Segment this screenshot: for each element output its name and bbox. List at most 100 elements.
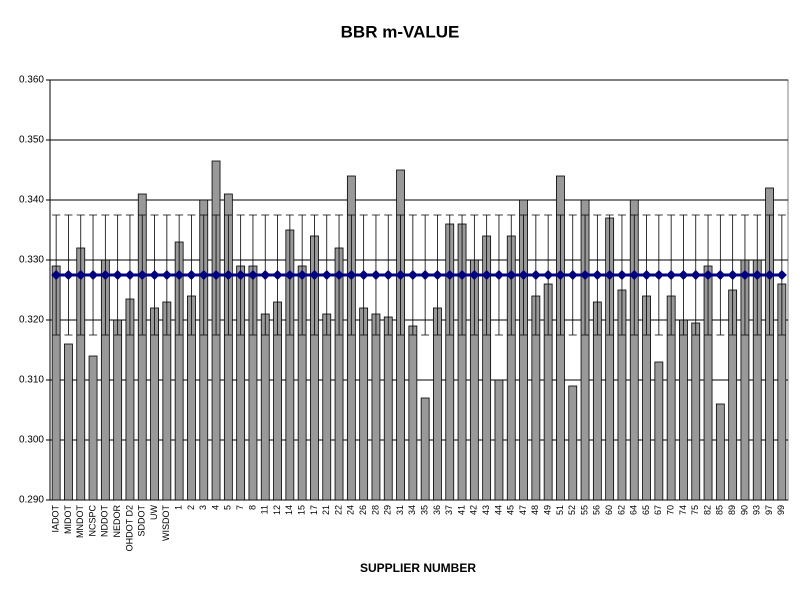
marker (580, 270, 591, 280)
bar (322, 313, 332, 501)
x-tick-label: UW (149, 505, 159, 520)
x-tick-label: 34 (407, 505, 417, 515)
bar (629, 199, 639, 501)
x-tick-label: 29 (383, 505, 393, 515)
x-tick-label: IADOT (51, 505, 61, 533)
x-axis-label: SUPPLIER NUMBER (360, 561, 476, 575)
bar (679, 319, 688, 501)
marker (370, 270, 381, 280)
marker (555, 270, 566, 280)
x-tick-label: 75 (690, 505, 700, 515)
bar (765, 187, 774, 501)
marker (764, 270, 775, 280)
bar (433, 307, 442, 501)
x-tick-label: 67 (653, 505, 663, 515)
bar (359, 307, 369, 501)
x-tick-label: 3 (198, 505, 208, 510)
x-tick-label: 89 (727, 505, 737, 515)
marker (112, 270, 123, 280)
marker (211, 270, 222, 280)
marker (776, 270, 787, 280)
x-tick-label: SDDOT (137, 504, 147, 536)
bar (556, 175, 565, 501)
x-tick-label: 14 (284, 505, 294, 515)
marker (616, 270, 627, 280)
x-tick-label: 35 (420, 505, 430, 515)
marker (149, 270, 160, 280)
bar (691, 322, 701, 501)
marker (161, 270, 172, 280)
marker (530, 270, 541, 280)
x-tick-label: MIDOT (63, 505, 73, 534)
marker (383, 270, 394, 280)
x-tick-label: NEDOR (112, 505, 122, 538)
x-tick-label: NDDOT (100, 505, 110, 537)
x-tick-label: 12 (272, 505, 282, 515)
bar (137, 193, 147, 501)
marker (567, 270, 578, 280)
bar (654, 361, 664, 501)
x-tick-label: 24 (346, 505, 356, 515)
x-tick-label: 36 (432, 505, 442, 515)
bar (420, 397, 430, 501)
x-tick-label: 17 (309, 505, 319, 515)
y-tick-label: 0.310 (19, 375, 44, 386)
x-tick-label: 2 (186, 505, 196, 510)
marker (124, 270, 135, 280)
x-tick-label: 11 (260, 505, 270, 514)
x-tick-label: WISDOT (161, 505, 171, 541)
x-tick-label: MNDOT (75, 505, 85, 538)
marker (678, 270, 689, 280)
marker (444, 270, 455, 280)
x-tick-label: 41 (456, 505, 466, 515)
x-tick-label: 37 (444, 505, 454, 515)
marker (186, 270, 197, 280)
marker (641, 270, 652, 280)
marker (481, 270, 492, 280)
x-tick-label: 15 (297, 505, 307, 515)
marker (543, 270, 554, 280)
x-tick-label: 60 (604, 505, 614, 515)
chart-title: BBR m-VALUE (341, 22, 460, 41)
marker (235, 270, 246, 280)
x-tick-label: 70 (666, 505, 676, 515)
x-tick-label: 5 (223, 505, 233, 510)
y-tick-label: 0.290 (19, 495, 44, 506)
marker (469, 270, 480, 280)
x-tick-label: 64 (629, 505, 639, 515)
x-tick-label: 45 (506, 505, 516, 515)
x-tick-label: 28 (370, 505, 380, 515)
marker (690, 270, 701, 280)
marker (272, 270, 283, 280)
marker (752, 270, 763, 280)
marker (739, 270, 750, 280)
bar (371, 313, 381, 501)
x-tick-label: 97 (764, 505, 774, 515)
marker (247, 270, 258, 280)
x-tick-label: NCSPC (87, 505, 97, 537)
marker (592, 270, 603, 280)
marker (493, 270, 504, 280)
plot-area (49, 79, 789, 501)
marker (334, 270, 345, 280)
marker (297, 270, 308, 280)
marker (703, 270, 714, 280)
x-tick-label: 85 (715, 505, 725, 515)
marker (666, 270, 677, 280)
x-tick-label: 1 (174, 505, 184, 510)
x-tick-label: 74 (678, 505, 688, 515)
x-tick-label: OHDOT D2 (124, 505, 134, 551)
marker (75, 270, 86, 280)
marker (420, 270, 431, 280)
marker (174, 270, 185, 280)
bar (260, 313, 270, 501)
marker (260, 270, 271, 280)
y-tick-label: 0.300 (19, 435, 44, 446)
bar (580, 199, 590, 501)
marker (653, 270, 664, 280)
y-tick-label: 0.320 (19, 315, 44, 326)
marker (457, 270, 468, 280)
marker (358, 270, 369, 280)
x-tick-label: 44 (493, 505, 503, 515)
